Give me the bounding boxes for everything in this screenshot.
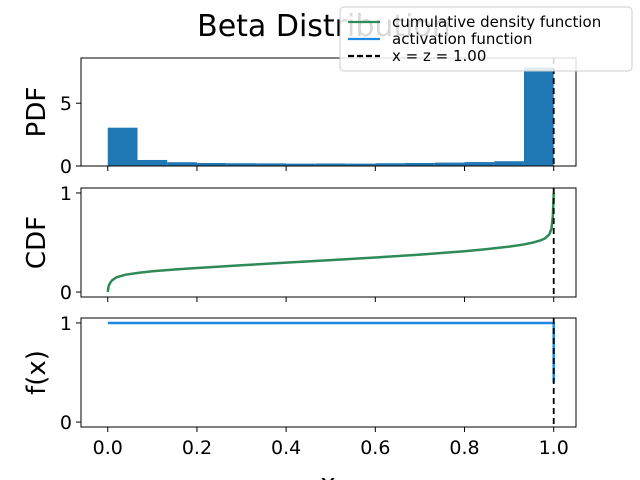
- histogram-bar-5: [256, 163, 287, 166]
- histogram-bar-11: [434, 162, 465, 166]
- legend-box: [339, 6, 633, 72]
- xtick-label-5: 1.0: [539, 437, 569, 459]
- histogram-bar-12: [464, 162, 495, 166]
- pdf-panel: 0 5 PDF: [22, 57, 577, 178]
- panel2-series-line: [107, 321, 555, 383]
- panel2-ytick-label-1: 1: [60, 313, 72, 335]
- legend-entry-2: x = z = 1.00: [392, 47, 486, 65]
- histogram-bar-2: [167, 162, 197, 166]
- xtick-label-0: 0.0: [93, 437, 123, 459]
- histogram-bar-7: [315, 163, 346, 166]
- histogram-bar-10: [405, 162, 435, 166]
- histogram-bar-8: [345, 163, 376, 166]
- histogram-bar-0: [107, 127, 138, 166]
- legend-entry-0: cumulative density function: [392, 13, 601, 31]
- histogram-bar-4: [226, 163, 257, 166]
- panel1-ytick-label-1: 1: [60, 183, 72, 205]
- activation-panel: 0 1 0.0 0.2 0.4 0.6 0.8 1.0 f(x): [22, 313, 577, 459]
- panel0-ytick-label-1: 5: [60, 93, 72, 115]
- panel1-ylabel: CDF: [22, 216, 52, 269]
- xtick-label-2: 0.4: [271, 437, 301, 459]
- panel1-ytick-label-0: 0: [60, 282, 72, 304]
- panel0-ylabel: PDF: [22, 87, 52, 138]
- panel1-frame: [80, 187, 577, 298]
- histogram-bar-6: [286, 163, 316, 166]
- xtick-label-1: 0.2: [182, 437, 212, 459]
- histogram-bar-9: [375, 163, 406, 166]
- x-axis-label: x: [320, 469, 335, 480]
- histogram-bar-13: [494, 161, 524, 166]
- cdf-panel: 0 1 CDF: [22, 183, 577, 304]
- histogram-bar-14: [523, 67, 554, 166]
- xtick-label-4: 0.8: [449, 437, 479, 459]
- legend-entry-1: activation function: [392, 30, 532, 48]
- panel2-ylabel: f(x): [22, 350, 52, 395]
- panel0-frame: [80, 57, 577, 167]
- histogram-bar-3: [196, 162, 227, 166]
- histogram-bar-1: [137, 159, 168, 166]
- panel2-frame: [80, 317, 577, 428]
- panel1-series-line: [106, 192, 555, 293]
- xtick-label-3: 0.6: [360, 437, 390, 459]
- panel0-ytick-label-0: 0: [60, 156, 72, 178]
- panel2-ytick-label-0: 0: [60, 412, 72, 434]
